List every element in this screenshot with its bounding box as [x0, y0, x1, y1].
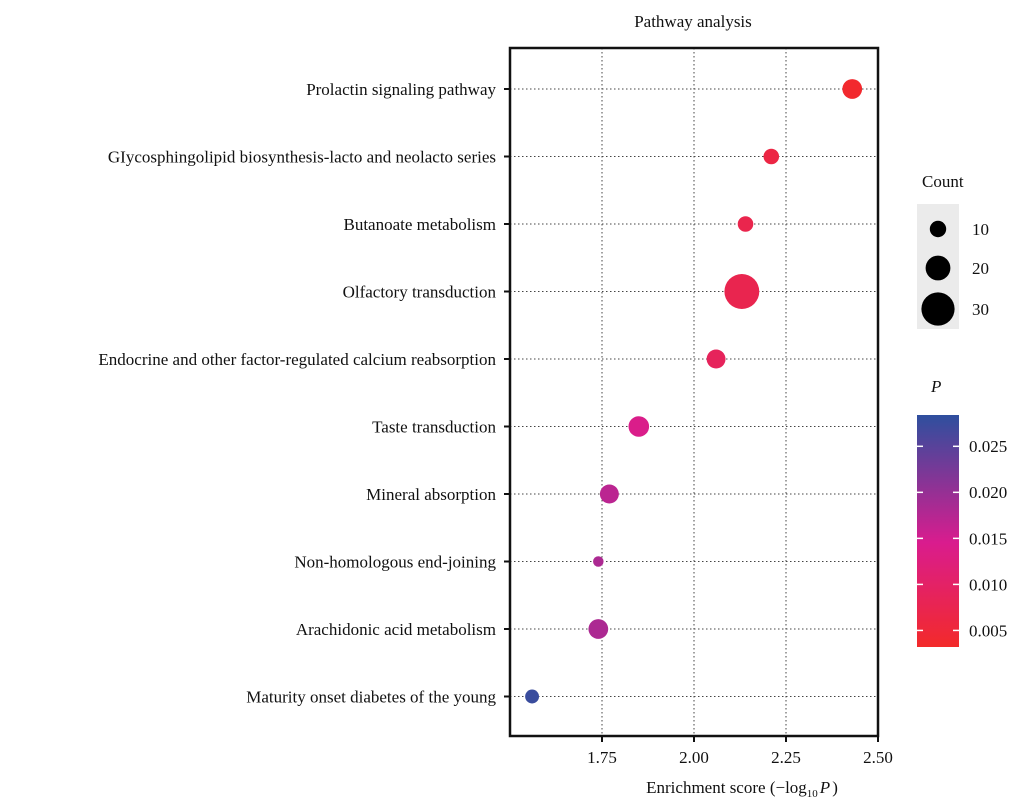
p-value-colorbar — [917, 415, 959, 647]
chart-title: Pathway analysis — [634, 12, 752, 31]
data-point-2 — [737, 216, 754, 232]
x-tick-label-1: 2.00 — [679, 748, 709, 767]
p-value-legend: P 0.025 0.020 0.015 0.010 0.005 — [917, 377, 1007, 647]
data-point-8 — [588, 619, 609, 639]
count-legend-label-1: 20 — [972, 259, 989, 278]
x-tick-label-2: 2.25 — [771, 748, 801, 767]
p-value-legend-title: P — [930, 377, 941, 396]
x-axis-label-sub: 10 — [807, 788, 819, 800]
p-value-tick-label-4: 0.005 — [969, 621, 1007, 640]
data-point-7 — [593, 556, 604, 567]
y-tick-label-1: GIycosphingolipid biosynthesis-lacto and… — [108, 147, 496, 166]
y-tick-label-5: Taste transduction — [372, 417, 496, 436]
p-value-tick-label-1: 0.020 — [969, 483, 1007, 502]
data-point-1 — [763, 148, 780, 165]
y-tick-label-0: Prolactin signaling pathway — [306, 80, 496, 99]
data-point-9 — [525, 689, 540, 704]
x-tick-label-0: 1.75 — [587, 748, 617, 767]
x-axis-label-var: P — [819, 778, 830, 797]
x-axis-label-prefix: Enrichment score ( — [646, 778, 776, 797]
y-tick-label-9: Maturity onset diabetes of the young — [246, 687, 496, 706]
p-value-tick-label-0: 0.025 — [969, 437, 1007, 456]
x-tick-label-3: 2.50 — [863, 748, 893, 767]
data-point-6 — [599, 484, 619, 504]
y-tick-label-3: Olfactory transduction — [343, 282, 497, 301]
y-tick-label-6: Mineral absorption — [366, 485, 496, 504]
plot-frame — [508, 46, 880, 738]
count-legend-key-0 — [929, 220, 947, 238]
y-tick-label-4: Endocrine and other factor-regulated cal… — [98, 350, 496, 369]
x-axis-label: Enrichment score (−log10 P) — [646, 778, 838, 800]
data-point-5 — [628, 416, 650, 437]
count-legend: Count 10 20 30 — [917, 172, 989, 329]
p-value-tick-label-2: 0.015 — [969, 529, 1007, 548]
count-legend-key-1 — [925, 255, 951, 281]
p-value-tick-label-3: 0.010 — [969, 575, 1007, 594]
count-legend-label-0: 10 — [972, 220, 989, 239]
data-point-0 — [842, 79, 863, 99]
y-tick-label-2: Butanoate metabolism — [344, 215, 497, 234]
x-axis-label-log: −log — [775, 778, 807, 797]
y-tick-label-7: Non-homologous end-joining — [294, 552, 496, 571]
count-legend-key-2 — [921, 292, 955, 326]
y-tick-label-8: Arachidonic acid metabolism — [296, 620, 496, 639]
count-legend-label-2: 30 — [972, 300, 989, 319]
data-points — [525, 79, 863, 704]
axes: Prolactin signaling pathway GIycosphingol… — [98, 80, 892, 767]
count-legend-title: Count — [922, 172, 964, 191]
data-point-3 — [724, 274, 760, 309]
grid-lines — [510, 48, 878, 736]
x-axis-label-suffix: ) — [832, 778, 838, 797]
data-point-4 — [706, 349, 726, 369]
